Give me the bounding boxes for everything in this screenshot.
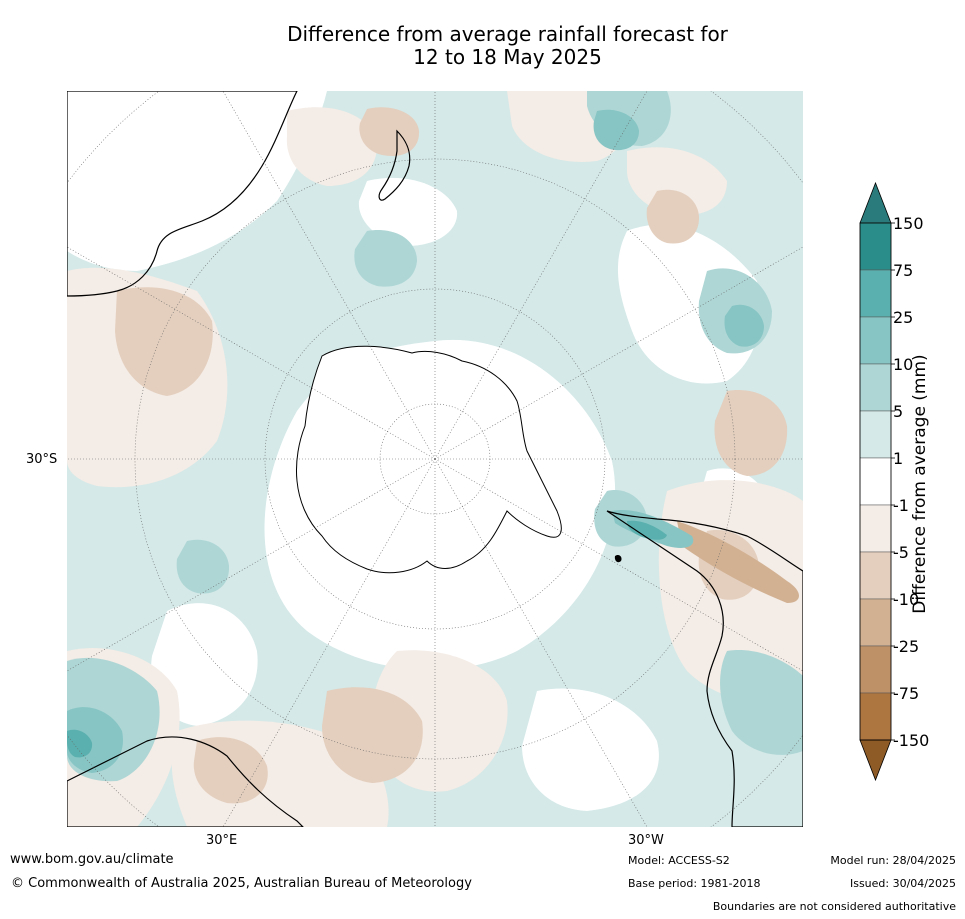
- colorbar-tick-label: 10: [893, 355, 913, 374]
- colorbar-tick-label: -10: [893, 590, 919, 609]
- map-title-line-2: 12 to 18 May 2025: [413, 45, 602, 69]
- meridian-lines: [67, 91, 803, 827]
- longitude-label-30e: 30°E: [206, 833, 238, 848]
- colorbar-top-extension: [859, 181, 892, 224]
- latitude-label-30s: 30°S: [26, 452, 58, 467]
- africa: [67, 736, 304, 827]
- australia: [67, 91, 298, 297]
- colorbar-box: [859, 692, 892, 741]
- colorbar-tick-label: -1: [893, 496, 909, 515]
- new-zealand: [378, 129, 411, 201]
- colorbar-bottom-extension: [859, 739, 892, 782]
- colorbar-box: [859, 316, 892, 365]
- colorbar-box: [859, 410, 892, 459]
- colorbar-tick-label: -150: [893, 731, 929, 750]
- polar-rainfall-map: [67, 91, 803, 827]
- wetter-areas-very-strong: [67, 520, 667, 758]
- map-title-line-1: Difference from average rainfall forecas…: [287, 22, 728, 46]
- colorbar-box: [859, 363, 892, 412]
- website-link[interactable]: www.bom.gov.au/climate: [10, 852, 174, 867]
- model-name: Model: ACCESS-S2: [628, 854, 730, 867]
- colorbar-label: Difference from average (mm): [910, 354, 930, 614]
- colorbar-box: [859, 645, 892, 694]
- base-period: Base period: 1981-2018: [628, 877, 761, 890]
- colorbar-tick-label: 25: [893, 308, 913, 327]
- colorbar-tick-label: -75: [893, 684, 919, 703]
- colorbar-outline: [859, 222, 892, 741]
- copyright-notice: © Commonwealth of Australia 2025, Austra…: [11, 876, 472, 891]
- south-america: [606, 510, 803, 827]
- colorbar-box: [859, 598, 892, 647]
- colorbar-box: [859, 457, 892, 506]
- colorbar-box: [859, 269, 892, 318]
- longitude-label-30w: 30°W: [628, 833, 664, 848]
- colorbar-tick-label: 75: [893, 261, 913, 280]
- colorbar-box: [859, 222, 892, 271]
- colorbar-box: [859, 504, 892, 553]
- issued-date: Issued: 30/04/2025: [849, 877, 956, 890]
- colorbar-tick-label: 5: [893, 402, 903, 421]
- colorbar-tick-label: 1: [893, 449, 903, 468]
- colorbar-tick-label: 150: [893, 214, 924, 233]
- dry-streak: [677, 521, 799, 603]
- model-run-date: Model run: 28/04/2025: [830, 854, 956, 867]
- colorbar-tick-label: -5: [893, 543, 909, 562]
- falkland-islands: [614, 554, 622, 563]
- antarctica: [296, 345, 562, 574]
- colorbar-box: [859, 551, 892, 600]
- boundaries-disclaimer: Boundaries are not considered authoritat…: [712, 900, 956, 913]
- colorbar-tick-label: -25: [893, 637, 919, 656]
- colorbar: 150 75 25 10 5 1 -1 -5 -10 -25 -75 -150: [859, 181, 929, 782]
